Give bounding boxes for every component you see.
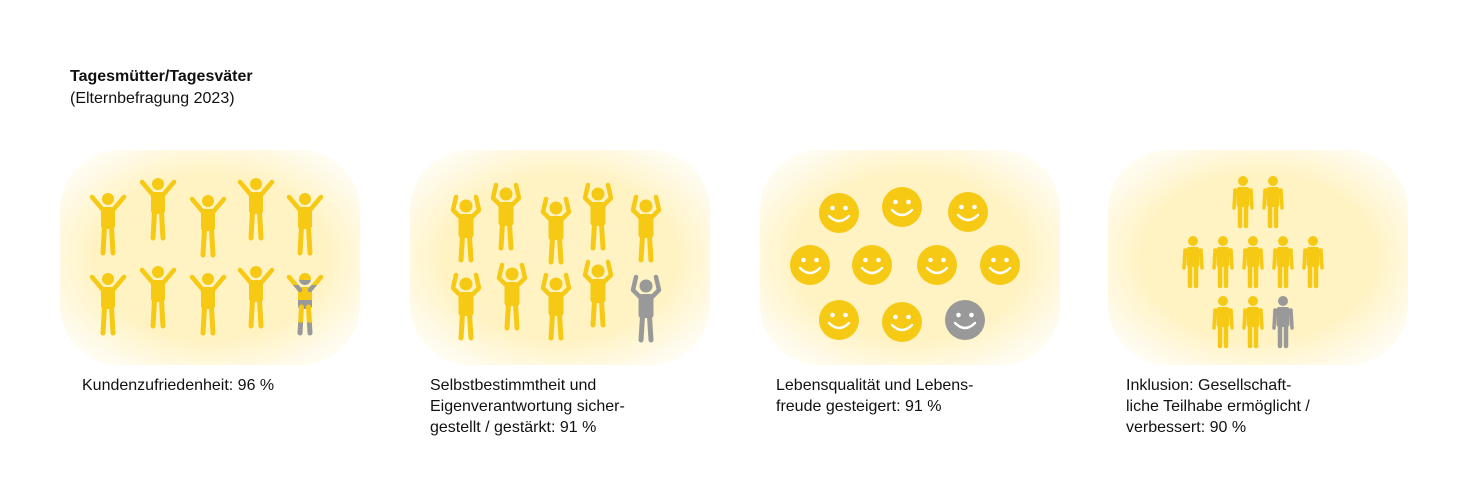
caption-line: gestellt / gestärkt: 91 % <box>430 419 597 436</box>
caption-line: freude gesteigert: 91 % <box>776 398 942 415</box>
jumping-person-icon <box>237 266 275 329</box>
holding-hands-person-icon <box>1232 176 1254 229</box>
smiley-face-icon <box>819 193 859 233</box>
caption-line: liche Teilhabe ermöglicht / <box>1126 398 1310 415</box>
jumping-person-icon <box>237 178 275 241</box>
cheering-person-icon <box>582 182 614 251</box>
caption-kundenzufriedenheit: Kundenzufriedenheit: 96 % <box>82 375 274 396</box>
jumping-people-group <box>89 178 324 336</box>
jumping-person-icon <box>89 273 127 336</box>
caption-inklusion: Inklusion: Gesellschaft- liche Teilhabe … <box>1126 375 1310 438</box>
cheering-person-icon <box>630 194 662 263</box>
smiley-face-icon <box>790 245 830 285</box>
smiley-face-icon <box>852 245 892 285</box>
holding-hands-person-icon <box>1272 296 1294 349</box>
cheering-person-icon <box>450 272 482 341</box>
jumping-person-icon <box>286 193 324 256</box>
caption-lebensqualitaet: Lebensqualität und Lebens- freude gestei… <box>776 375 974 417</box>
caption-line: Eigenverantwortung sicher- <box>430 398 625 415</box>
smiley-face-icon <box>882 302 922 342</box>
cheering-person-icon <box>540 272 572 341</box>
holding-hands-person-icon <box>1182 236 1204 289</box>
holding-hands-person-icon <box>1242 296 1264 349</box>
panel-kundenzufriedenheit <box>60 150 360 365</box>
caption-line: Selbstbestimmtheit und <box>430 377 597 394</box>
caption-line: Kundenzufriedenheit: 96 % <box>82 377 275 394</box>
holding-hands-group <box>1182 176 1324 349</box>
caption-line: Lebensqualität und Lebens- <box>776 377 974 394</box>
panel-lebensqualitaet <box>760 150 1060 365</box>
cheering-person-icon <box>450 194 482 263</box>
smiley-group <box>790 187 1020 342</box>
cheering-person-icon <box>540 196 572 265</box>
smiley-face-icon <box>980 245 1020 285</box>
holding-hands-person-icon <box>1302 236 1324 289</box>
chart-subtitle: (Elternbefragung 2023) <box>70 90 235 107</box>
smiley-face-icon <box>948 192 988 232</box>
chart-title: Tagesmütter/Tagesväter <box>70 68 253 85</box>
jumping-person-icon <box>189 195 227 258</box>
holding-hands-person-icon <box>1212 236 1234 289</box>
caption-line: verbessert: 90 % <box>1126 419 1247 436</box>
holding-hands-person-icon <box>1272 236 1294 289</box>
cheering-person-icon <box>582 259 614 328</box>
smiley-face-icon <box>917 245 957 285</box>
holding-hands-person-icon <box>1212 296 1234 349</box>
jumping-person-icon <box>139 178 177 241</box>
smiley-face-icon <box>945 300 985 340</box>
cheering-person-icon <box>630 274 662 343</box>
smiley-face-icon <box>882 187 922 227</box>
holding-hands-person-icon <box>1262 176 1284 229</box>
cheering-person-icon <box>490 182 522 251</box>
smiley-face-icon <box>819 300 859 340</box>
panel-selbstbestimmtheit <box>410 150 710 365</box>
jumping-person-icon <box>139 266 177 329</box>
caption-line: Inklusion: Gesellschaft- <box>1126 377 1292 394</box>
jumping-person-icon <box>286 273 324 336</box>
caption-selbstbestimmtheit: Selbstbestimmtheit und Eigenverantwortun… <box>430 375 625 438</box>
jumping-person-icon <box>189 273 227 336</box>
holding-hands-person-icon <box>1242 236 1264 289</box>
jumping-person-icon <box>89 193 127 256</box>
cheering-person-icon <box>496 262 528 331</box>
cheering-people-group <box>450 182 662 343</box>
panel-inklusion <box>1108 150 1408 365</box>
